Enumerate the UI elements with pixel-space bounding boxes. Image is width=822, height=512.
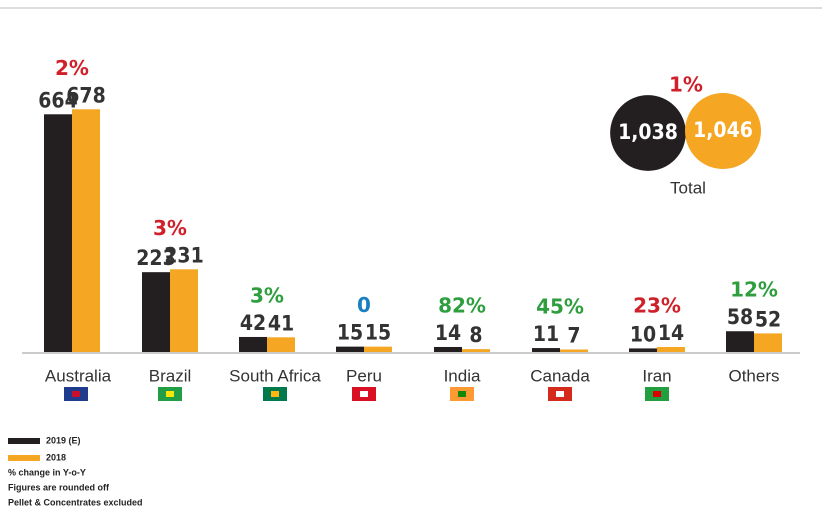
value-label: 678	[66, 83, 105, 107]
category-label: Canada	[530, 366, 590, 385]
flag-stripe	[458, 391, 466, 397]
flag-stripe	[166, 391, 174, 397]
value-label: 223	[136, 246, 175, 270]
category-label: Peru	[346, 366, 382, 385]
total-circle	[685, 93, 761, 169]
category-label: Brazil	[149, 366, 192, 385]
value-label: 7	[567, 323, 580, 347]
value-label: 15	[337, 321, 363, 345]
flag-stripe	[360, 391, 368, 397]
value-label: 231	[164, 243, 203, 267]
legend-label: 2018	[46, 452, 66, 462]
total-label: Total	[670, 178, 706, 197]
value-label: 8	[469, 323, 482, 347]
value-label: 58	[727, 305, 753, 329]
change-label: 23%	[633, 293, 681, 317]
bar	[560, 349, 588, 352]
category-label: South Africa	[229, 366, 321, 385]
category-label: Others	[728, 366, 779, 385]
value-label: 42	[240, 311, 266, 335]
value-label: 15	[365, 321, 391, 345]
value-label: 664	[38, 88, 77, 112]
change-label: 82%	[438, 293, 486, 317]
bar	[239, 336, 267, 352]
category-label: India	[444, 366, 481, 385]
flag-stripe	[556, 391, 564, 397]
change-label: 0	[357, 293, 371, 317]
bar	[754, 333, 782, 352]
flags	[64, 387, 669, 401]
legend-swatch	[8, 455, 40, 461]
change-label: 45%	[536, 295, 584, 319]
bar	[336, 346, 364, 352]
total-circle	[610, 95, 686, 171]
note: % change in Y-o-Y	[8, 467, 86, 477]
value-label: 41	[268, 311, 294, 335]
bar	[657, 346, 685, 352]
total-change-label: 1%	[669, 73, 703, 97]
bar	[726, 331, 754, 352]
value-label: 14	[658, 321, 684, 345]
bar	[72, 109, 100, 352]
total-value-label: 1,038	[618, 120, 678, 144]
flag-stripe	[271, 391, 279, 397]
value-label: 10	[630, 322, 656, 346]
legend-swatch	[8, 438, 40, 444]
bar	[44, 114, 72, 353]
change-label: 12%	[730, 278, 778, 302]
category-label: Iran	[642, 366, 671, 385]
value-label: 14	[435, 321, 461, 345]
change-label: 3%	[153, 216, 187, 240]
flag-stripe	[72, 391, 80, 397]
bar	[364, 346, 392, 352]
total-value-label: 1,046	[693, 118, 753, 142]
value-label: 52	[755, 307, 781, 331]
flag-stripe	[653, 391, 661, 397]
bar	[462, 349, 490, 352]
change-label: 3%	[250, 283, 284, 307]
note: Figures are rounded off	[8, 482, 110, 492]
legend-label: 2019 (E)	[46, 435, 81, 445]
bar	[170, 269, 198, 352]
bar	[434, 346, 462, 352]
change-label: 2%	[55, 56, 89, 80]
note: Pellet & Concentrates excluded	[8, 497, 143, 507]
category-label: Australia	[45, 366, 112, 385]
bar	[629, 348, 657, 352]
bar	[142, 272, 170, 352]
bar	[532, 348, 560, 352]
bar	[267, 337, 295, 352]
value-label: 11	[533, 322, 559, 346]
